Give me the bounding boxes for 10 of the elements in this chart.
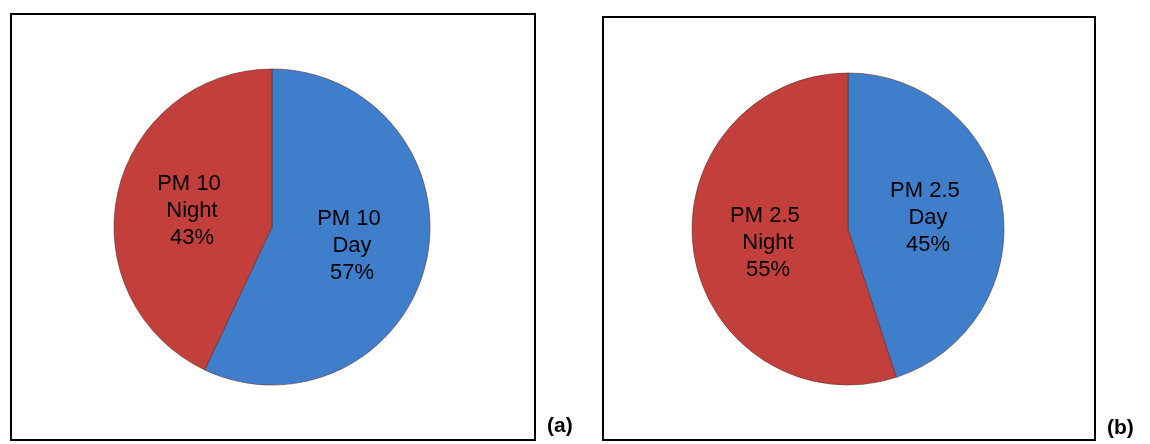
slice-label: PM 2.5 Night bbox=[730, 202, 806, 255]
data-label: 43% bbox=[169, 223, 214, 249]
slice-label: PM 2.5 Day bbox=[890, 176, 966, 229]
data-label: 57% bbox=[330, 259, 375, 285]
slice-label: PM 10 Night bbox=[157, 169, 227, 222]
slice-label: PM 10 Day bbox=[317, 205, 387, 258]
data-label: 45% bbox=[905, 230, 951, 256]
data-label: 55% bbox=[745, 256, 791, 282]
text: (a) bbox=[547, 413, 573, 436]
text: (b) bbox=[1107, 415, 1134, 438]
